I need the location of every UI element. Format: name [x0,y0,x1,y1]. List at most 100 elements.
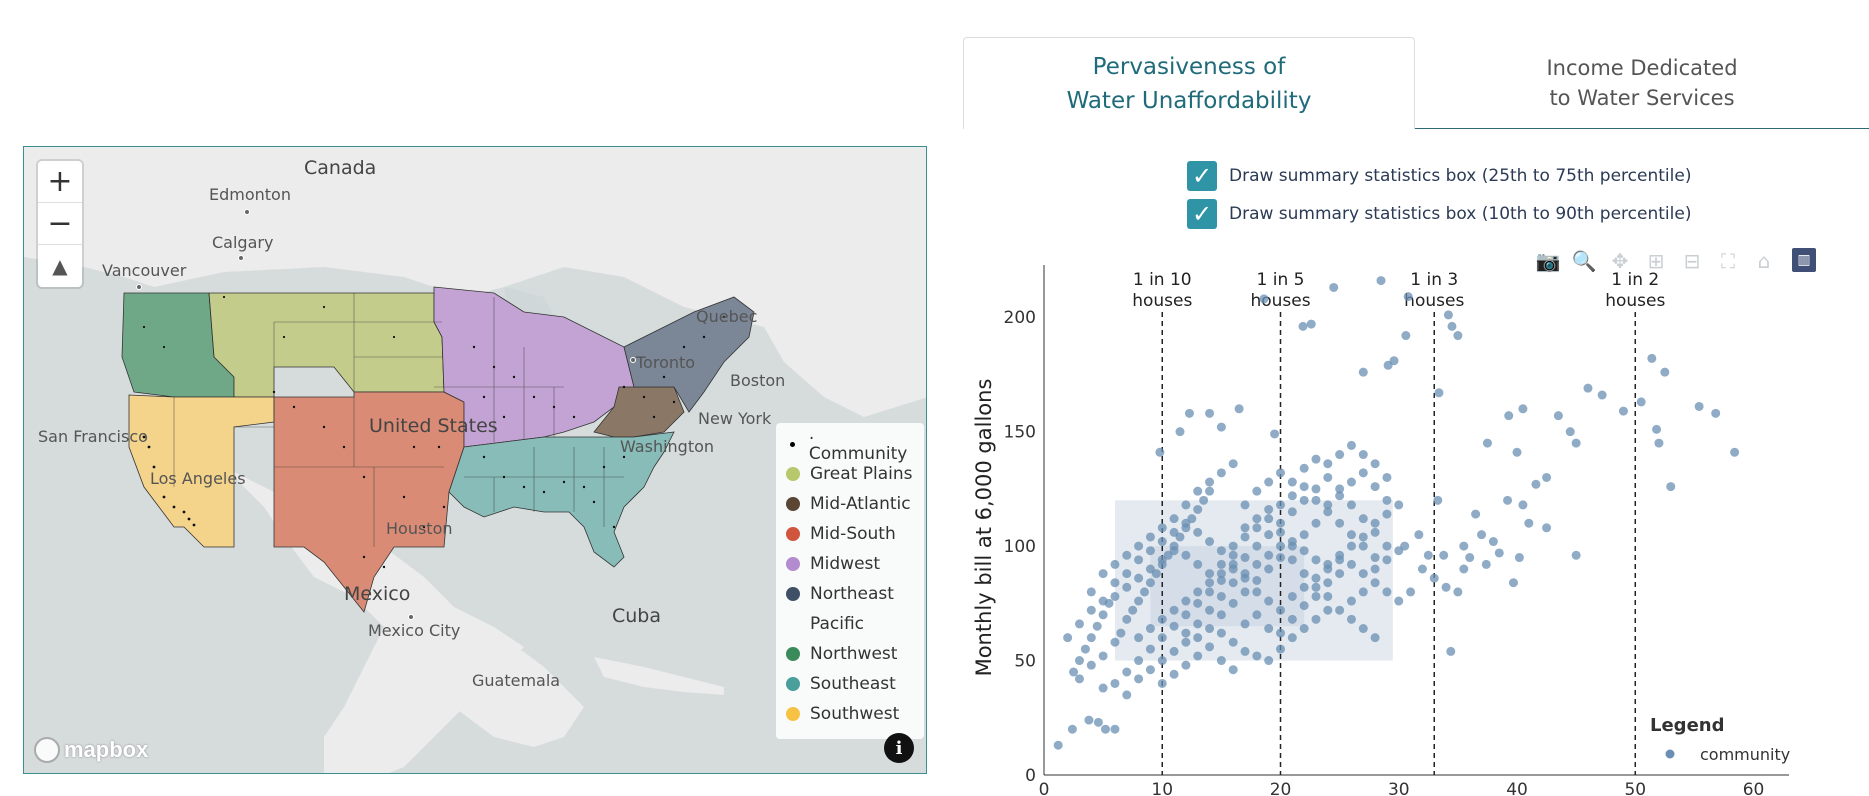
legend-item[interactable]: Mid-Atlantic [784,489,916,519]
legend-label: . Community [808,424,908,464]
data-point [1299,463,1309,473]
x-tick-label: 10 [1151,780,1173,796]
zoom-icon[interactable]: 🔍 [1571,249,1597,273]
data-point [1240,587,1250,597]
mapbox-logo[interactable]: mapbox [34,737,148,763]
chart-legend-label: community [1700,745,1790,764]
city-dot [238,255,244,261]
data-point [1571,438,1581,448]
y-tick-label: 150 [1004,423,1036,443]
legend-item[interactable]: Northwest [784,639,916,669]
y-tick-label: 200 [1004,308,1036,328]
data-point [1311,582,1321,592]
checkbox-row-25-75[interactable]: ✓ Draw summary statistics box (25th to 7… [1187,161,1691,191]
data-point [1228,637,1238,647]
data-point [1157,523,1167,533]
legend-swatch [790,441,795,447]
data-point [1459,564,1469,574]
data-point [1264,477,1274,487]
data-point [1216,628,1226,638]
legend-item[interactable]: Midwest [784,549,916,579]
data-point [1358,541,1368,551]
autoscale-icon[interactable]: ⛶ [1721,249,1735,273]
data-point [1394,500,1404,510]
zoom-in-icon[interactable]: ⊞ [1647,249,1665,273]
legend-item[interactable]: Mid-South [784,519,916,549]
label-quebec: Quebec [696,307,758,326]
data-point [1122,614,1132,624]
checkbox-10-90[interactable]: ✓ [1187,199,1217,229]
zoom-out-button[interactable]: − [38,203,82,245]
data-point [1358,587,1368,597]
checkbox-row-10-90[interactable]: ✓ Draw summary statistics box (10th to 9… [1187,199,1691,229]
home-icon[interactable]: ⌂ [1757,249,1771,273]
data-point [1518,404,1528,414]
data-point [1157,656,1167,666]
camera-icon[interactable]: 📷 [1535,249,1561,273]
data-point [1488,537,1498,547]
tab-pervasiveness[interactable]: Pervasiveness of Water Unaffordability [963,37,1415,129]
data-point [1276,518,1286,528]
data-point [1323,591,1333,601]
checkbox-25-75[interactable]: ✓ [1187,161,1217,191]
data-point [1122,550,1132,560]
data-point [1370,482,1380,492]
data-point [1323,459,1333,469]
data-point [1542,472,1552,482]
legend-label: Northeast [810,584,894,604]
scatter-chart[interactable]: 0 10 20 30 40 50 60 0 50 100 150 200 Monthly bill at… [963,260,1869,796]
data-point [1100,724,1110,734]
map-panel[interactable]: Canada Edmonton Calgary Vancouver Quebec… [23,146,927,774]
data-point [1169,546,1179,556]
data-point [1494,548,1504,558]
data-point [1216,422,1226,432]
data-point [1134,555,1144,565]
data-point [1666,482,1676,492]
data-point [1157,633,1167,643]
info-icon[interactable]: i [884,733,914,763]
data-point [1093,717,1103,727]
zoom-out-icon[interactable]: ⊟ [1683,249,1701,273]
data-point [1311,555,1321,565]
data-point [1193,587,1203,597]
legend-item[interactable]: Southwest [784,699,916,729]
plotly-logo-icon[interactable]: ▥ [1792,248,1816,272]
pan-icon[interactable]: ✥ [1611,249,1629,273]
data-point [1323,564,1333,574]
data-point [1382,495,1392,505]
data-point [1571,550,1581,560]
data-point [1346,596,1356,606]
data-point [1335,484,1345,494]
data-point [1370,564,1380,574]
legend-item[interactable]: . Community [784,424,916,464]
data-point [1145,532,1155,542]
map-canvas[interactable] [24,147,927,774]
legend-item[interactable]: Northeast [784,579,916,609]
data-point [1181,660,1191,670]
legend-item[interactable]: Pacific [784,609,916,639]
data-point [1504,411,1514,421]
zoom-in-button[interactable]: + [38,161,82,203]
data-point [1228,541,1238,551]
tab-income-dedicated[interactable]: Income Dedicated to Water Services [1415,37,1869,129]
legend-item[interactable]: Great Plains [784,459,916,489]
data-point [1323,578,1333,588]
data-point [1264,656,1274,666]
data-point [1306,319,1316,329]
data-point [1122,690,1132,700]
data-point [1193,559,1203,569]
data-point [1553,411,1563,421]
data-point [1240,500,1250,510]
data-point [1169,669,1179,679]
plot-toolbar: 📷 🔍 ✥ ⊞ ⊟ ⛶ ⌂ ▥ [1530,248,1816,274]
city-dot [630,357,636,363]
data-point [1205,537,1215,547]
data-point [1134,656,1144,666]
data-point [1084,715,1094,725]
legend-item[interactable]: Southeast [784,669,916,699]
data-point [1193,633,1203,643]
data-point [1134,633,1144,643]
data-point [1636,397,1646,407]
data-point [1512,447,1522,457]
compass-button[interactable]: ▲ [52,254,68,278]
